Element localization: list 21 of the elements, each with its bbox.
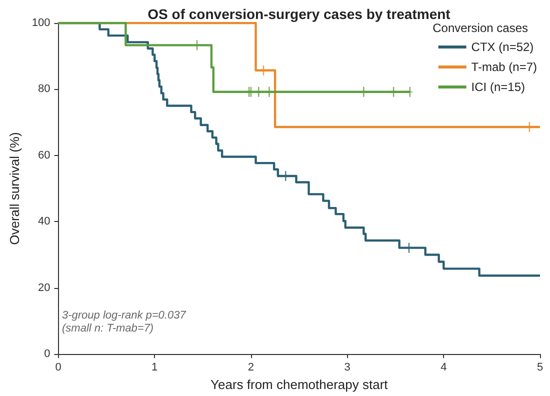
- y-tick-label: 0: [44, 348, 50, 360]
- annotation: (small n: T-mab=7): [62, 322, 154, 334]
- y-tick-label: 80: [38, 83, 50, 96]
- y-tick-label: 60: [38, 149, 50, 162]
- legend-label: ICI (n=15): [471, 80, 526, 94]
- x-tick-label: 4: [440, 362, 447, 374]
- x-tick-label: 0: [55, 362, 62, 374]
- legend-label: T-mab (n=7): [471, 60, 538, 74]
- y-tick-label: 20: [38, 282, 50, 294]
- annotation: 3-group log-rank p=0.037: [62, 310, 187, 322]
- x-tick-label: 1: [152, 362, 158, 374]
- legend-label: CTX (n=52): [471, 40, 534, 54]
- y-tick-label: 40: [38, 216, 50, 228]
- legend-title: Conversion cases: [432, 21, 528, 35]
- y-tick-label: 100: [32, 17, 50, 29]
- x-tick-label: 2: [248, 362, 254, 374]
- x-axis-title: Years from chemotherapy start: [210, 377, 388, 392]
- y-axis-title: Overall survival (%): [7, 132, 22, 245]
- x-tick-label: 5: [536, 362, 544, 374]
- x-tick-label: 3: [344, 362, 350, 374]
- chart-title: OS of conversion-surgery cases by treatment: [148, 6, 451, 22]
